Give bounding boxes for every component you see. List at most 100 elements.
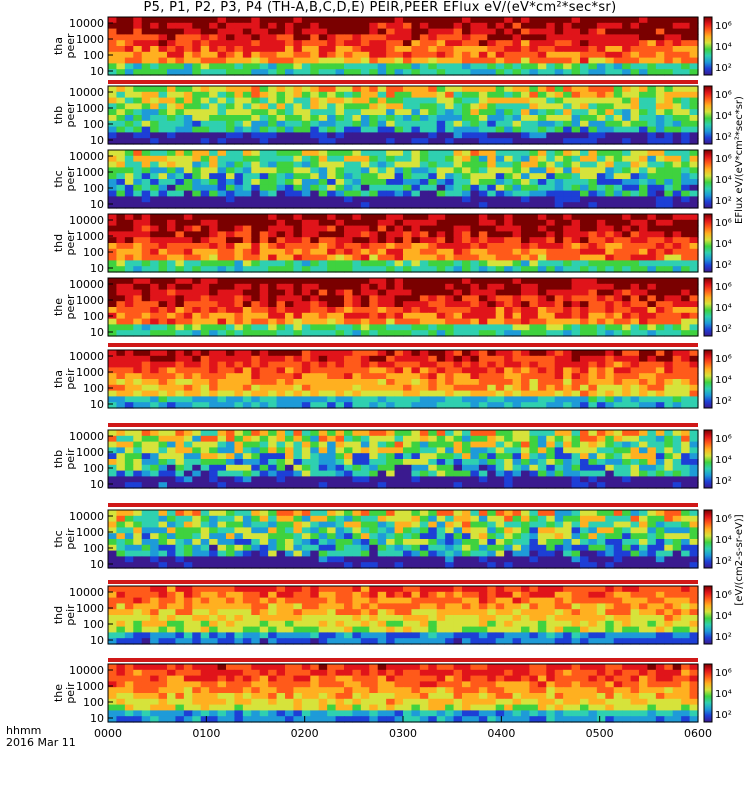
y-tick-label: 100	[83, 246, 104, 259]
panel-tha-peer	[108, 17, 699, 76]
panel-product-label: peer	[64, 230, 77, 256]
panel-frame	[107, 349, 699, 409]
panel-frame	[107, 16, 699, 76]
panel-tha-peir	[108, 350, 699, 409]
y-tick-label: 100	[83, 118, 104, 131]
y-tick-label: 10	[90, 558, 104, 571]
y-tick-label: 100	[83, 462, 104, 475]
colorbar-tick-label: 10⁶	[715, 218, 732, 229]
y-tick-label: 10000	[69, 664, 104, 677]
y-tick-label: 1000	[76, 230, 104, 243]
y-tick-label: 10000	[69, 278, 104, 291]
colorbar-tick-label: 10²	[715, 710, 732, 721]
y-tick-label: 10	[90, 398, 104, 411]
y-tick-label: 10000	[69, 430, 104, 443]
time-axis-label: hhmm	[6, 724, 41, 737]
colorbar-tick-label: 10⁶	[715, 514, 732, 525]
panel-thd-peer	[108, 214, 699, 273]
y-tick-label: 10000	[69, 150, 104, 163]
colorbar-tick-label: 10⁴	[715, 689, 732, 700]
colorbar-tick-label: 10⁶	[715, 21, 732, 32]
x-tick-label: 0300	[389, 727, 417, 740]
panel-frame	[107, 213, 699, 273]
y-tick-label: 100	[83, 618, 104, 631]
y-tick-label: 100	[83, 696, 104, 709]
panel-the-peer	[108, 278, 699, 337]
colorbar-tick-label: 10²	[715, 476, 732, 487]
panel-probe-label: tha	[52, 37, 65, 55]
panel-frame	[107, 85, 699, 145]
panel-product-label: peir	[64, 368, 77, 390]
status-strip	[108, 580, 698, 584]
x-tick-label: 0100	[192, 727, 220, 740]
y-tick-label: 1000	[76, 446, 104, 459]
colorbar-tick-label: 10⁴	[715, 303, 732, 314]
panel-probe-label: thd	[52, 234, 65, 252]
colorbar-tick-label: 10⁴	[715, 611, 732, 622]
x-tick-label: 0600	[684, 727, 712, 740]
colorbar-tick-label: 10⁶	[715, 590, 732, 601]
panel-frame	[107, 149, 699, 209]
y-tick-label: 10	[90, 262, 104, 275]
panel-frame	[107, 509, 699, 569]
status-strip	[108, 658, 698, 662]
panel-product-label: peer	[64, 294, 77, 320]
colorbar	[703, 509, 713, 569]
y-tick-label: 10000	[69, 350, 104, 363]
colorbar-tick-label: 10⁴	[715, 455, 732, 466]
status-strip	[108, 423, 698, 427]
colorbar-units-label: EFlux eV/(eV*cm²*sec*sr)	[734, 96, 745, 224]
y-tick-label: 1000	[76, 294, 104, 307]
panel-product-label: peir	[64, 682, 77, 704]
panel-probe-label: thc	[52, 170, 65, 187]
y-tick-label: 10000	[69, 586, 104, 599]
panel-the-peir	[108, 664, 699, 723]
colorbar-tick-label: 10⁶	[715, 668, 732, 679]
colorbar	[703, 16, 713, 76]
panel-thc-peir	[108, 510, 699, 569]
colorbar-tick-label: 10⁶	[715, 90, 732, 101]
colorbar	[703, 585, 713, 645]
y-tick-label: 100	[83, 49, 104, 62]
y-tick-label: 10	[90, 198, 104, 211]
status-strip	[108, 343, 698, 347]
colorbar-tick-label: 10⁶	[715, 434, 732, 445]
panel-probe-label: thd	[52, 606, 65, 624]
colorbar	[703, 663, 713, 723]
y-tick-label: 10000	[69, 214, 104, 227]
colorbar-tick-label: 10⁴	[715, 42, 732, 53]
y-tick-label: 10000	[69, 510, 104, 523]
panel-thc-peer	[108, 150, 699, 209]
y-tick-label: 1000	[76, 366, 104, 379]
colorbar	[703, 429, 713, 489]
panel-product-label: peir	[64, 528, 77, 550]
y-tick-label: 10000	[69, 17, 104, 30]
y-tick-label: 10	[90, 478, 104, 491]
y-tick-label: 10	[90, 712, 104, 725]
x-tick-label: 0200	[291, 727, 319, 740]
panel-product-label: peer	[64, 33, 77, 59]
status-strip	[108, 80, 698, 84]
colorbar-tick-label: 10²	[715, 132, 732, 143]
panel-frame	[107, 585, 699, 645]
y-tick-label: 10	[90, 65, 104, 78]
panel-probe-label: the	[52, 684, 65, 702]
y-tick-label: 10	[90, 326, 104, 339]
colorbar-tick-label: 10⁶	[715, 354, 732, 365]
colorbar	[703, 349, 713, 409]
colorbar	[703, 277, 713, 337]
y-tick-label: 10000	[69, 86, 104, 99]
y-tick-label: 1000	[76, 166, 104, 179]
panel-frame	[107, 429, 699, 489]
panel-probe-label: tha	[52, 370, 65, 388]
y-tick-label: 1000	[76, 526, 104, 539]
colorbar	[703, 149, 713, 209]
panel-thb-peir	[108, 430, 699, 489]
y-tick-label: 1000	[76, 33, 104, 46]
panel-probe-label: thc	[52, 530, 65, 547]
colorbar-tick-label: 10⁶	[715, 154, 732, 165]
colorbar-tick-label: 10⁶	[715, 282, 732, 293]
x-tick-label: 0400	[487, 727, 515, 740]
x-tick-label: 0500	[586, 727, 614, 740]
